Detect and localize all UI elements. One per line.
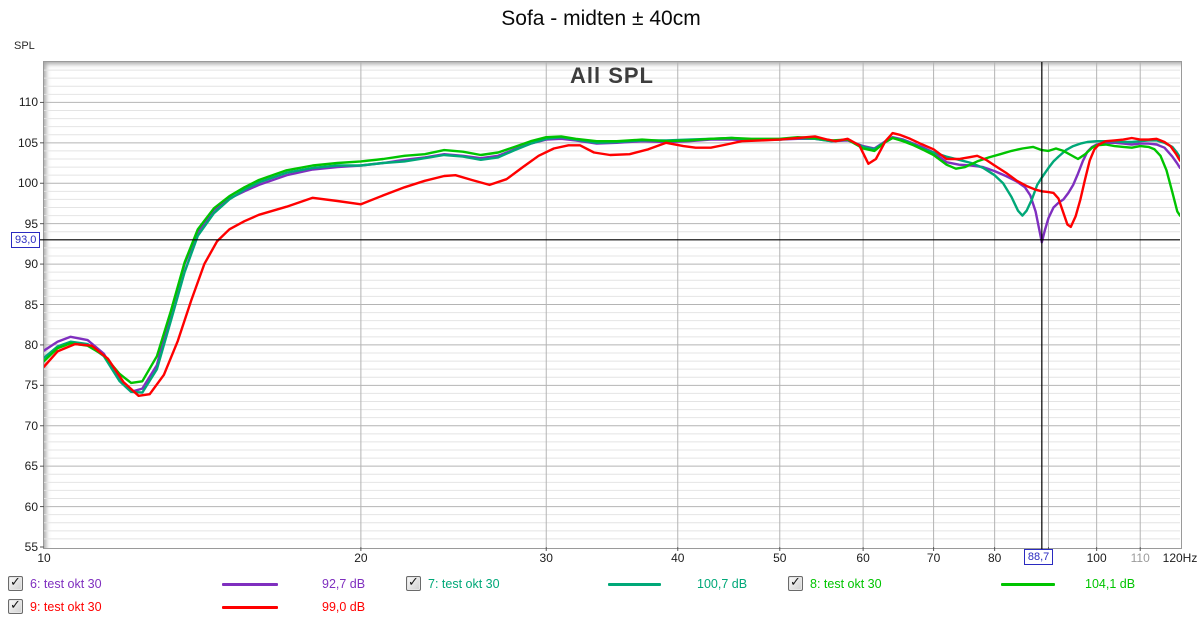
x-tick-label: 40: [671, 551, 685, 565]
legend-item-8: ✓ 8: test okt 30 104,1 dB: [0, 574, 1202, 594]
y-tick-label: 70: [24, 418, 38, 433]
legend-item-9: ✓ 9: test okt 30 99,0 dB: [0, 597, 1202, 617]
legend-checkbox-9[interactable]: ✓: [8, 597, 23, 614]
legend-label-8[interactable]: 8: test okt 30: [810, 577, 882, 591]
y-tick-label: 65: [24, 459, 38, 474]
cursor-frequency-readout: 88,7: [1023, 549, 1054, 565]
x-tick-label: 50: [773, 551, 787, 565]
cursor-level-readout: 93,0: [11, 231, 41, 248]
legend-swatch-6: [222, 583, 278, 586]
y-tick-label: 110: [18, 95, 38, 110]
y-tick-label: 90: [24, 257, 38, 272]
legend-value-7: 100,7 dB: [697, 577, 748, 591]
legend-swatch-8: [1001, 583, 1055, 586]
legend-item-7: ✓ 7: test okt 30 100,7 dB: [0, 574, 1202, 594]
legend-label-6[interactable]: 6: test okt 30: [30, 577, 102, 591]
y-tick-label: 105: [17, 135, 38, 150]
checkmark-icon: ✓: [10, 597, 21, 612]
x-tick-label: 10: [37, 551, 51, 565]
y-tick-label: 80: [24, 337, 38, 352]
legend-label-7[interactable]: 7: test okt 30: [428, 577, 500, 591]
y-tick-label: 55: [24, 540, 38, 554]
y-tick-label: 95: [24, 216, 38, 231]
legend-swatch-7: [608, 583, 661, 586]
y-tick-label: 60: [24, 499, 38, 514]
x-tick-label: 60: [856, 551, 870, 565]
curve-9: [44, 131, 1180, 397]
legend-value-8: 104,1 dB: [1085, 577, 1136, 591]
legend-checkbox-8[interactable]: ✓: [788, 574, 803, 591]
x-tick-label: 120Hz: [1162, 551, 1198, 565]
legend-label-9[interactable]: 9: test okt 30: [30, 600, 102, 614]
legend-checkbox-7[interactable]: ✓: [406, 574, 421, 591]
x-tick-label: 110: [1130, 551, 1150, 565]
y-axis-title: SPL: [14, 40, 35, 52]
legend-item-6: ✓ 6: test okt 30 92,7 dB: [0, 574, 1202, 594]
y-tick-label: 85: [24, 297, 38, 312]
checkmark-icon: ✓: [408, 574, 419, 589]
legend-swatch-9: [222, 606, 278, 609]
page-title: Sofa - midten ± 40cm: [501, 7, 701, 30]
x-tick-label: 100: [1086, 551, 1107, 565]
legend-value-6: 92,7 dB: [322, 577, 366, 591]
x-tick-label: 80: [987, 551, 1002, 565]
x-tick-label: 30: [539, 551, 553, 565]
curve-8: [44, 135, 1180, 385]
checkmark-icon: ✓: [790, 574, 801, 589]
legend-value-9: 99,0 dB: [322, 600, 366, 614]
y-tick-label: 75: [24, 378, 38, 393]
x-tick-label: 20: [354, 551, 368, 565]
legend-checkbox-6[interactable]: ✓: [8, 574, 23, 591]
y-tick-label: 100: [17, 176, 38, 191]
plot-title: All SPL: [569, 63, 654, 88]
x-tick-label: 70: [926, 551, 941, 565]
checkmark-icon: ✓: [10, 574, 21, 589]
